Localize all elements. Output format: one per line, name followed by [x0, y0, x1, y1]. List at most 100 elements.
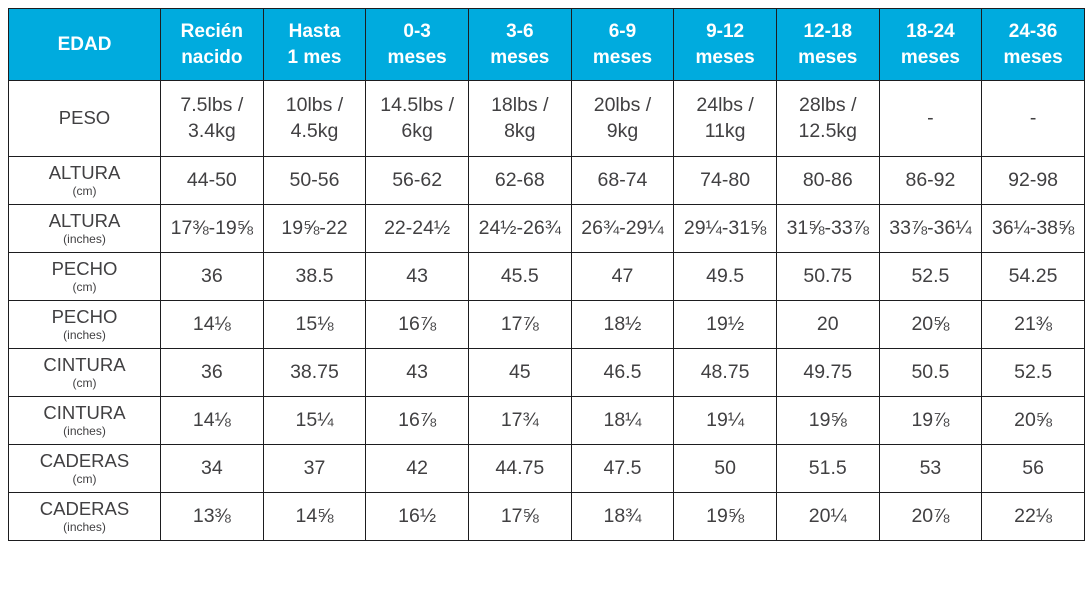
value-cell: 14⅝	[262, 492, 367, 541]
value-cell: 31⅝-33⅞	[775, 204, 880, 253]
header-cell-age: 12-18 meses	[775, 8, 880, 81]
value-cell: 21⅜	[981, 300, 1085, 349]
row-unit-label: (inches)	[63, 231, 106, 246]
header-cell-age: 9-12 meses	[673, 8, 777, 81]
header-cell-edad: EDAD	[8, 8, 161, 81]
header-row: EDAD Recién nacido Hasta 1 mes 0-3 meses 3-6…	[8, 8, 1085, 81]
value-cell: 48.75	[673, 348, 777, 397]
header-cell-age: 6-9 meses	[570, 8, 675, 81]
value-cell: 29¼-31⅝	[673, 204, 777, 253]
value-cell: 50	[673, 444, 777, 493]
value-cell: 18¾	[570, 492, 675, 541]
value-cell: 54.25	[981, 252, 1085, 301]
value-cell: 42	[365, 444, 469, 493]
value-cell: 10lbs / 4.5kg	[262, 80, 367, 157]
row-label-cell: CADERAS (inches)	[8, 492, 161, 541]
value-cell: 19¼	[673, 396, 777, 445]
header-cell-age: 3-6 meses	[467, 8, 572, 81]
value-cell: 22-24½	[365, 204, 469, 253]
row-label: ALTURA	[48, 210, 121, 232]
value-cell: 68-74	[570, 156, 675, 205]
table-row: CADERAS (cm) 34 37 42 44.75 47.5 50 51.5 53 56	[8, 444, 1085, 493]
value-cell: 16⅞	[365, 300, 469, 349]
value-cell: 17⅝	[467, 492, 572, 541]
row-label: CADERAS	[39, 450, 130, 472]
value-cell: 19⅞	[878, 396, 983, 445]
value-cell: 50.5	[878, 348, 983, 397]
value-cell: 49.75	[775, 348, 880, 397]
value-cell: 14⅛	[160, 396, 264, 445]
value-cell: 20¼	[775, 492, 880, 541]
value-cell: 49.5	[673, 252, 777, 301]
table-row: PECHO (inches) 14⅛ 15⅛ 16⅞ 17⅞ 18½ 19½ 20 20⅝ 21⅜	[8, 300, 1085, 349]
value-cell: 14.5lbs / 6kg	[365, 80, 469, 157]
table-row: ALTURA (inches) 17⅜-19⅝ 19⅝-22 22-24½ 24½-26¾…	[8, 204, 1085, 253]
value-cell: 20⅞	[878, 492, 983, 541]
row-unit-label: (inches)	[63, 519, 106, 534]
value-cell: 20⅝	[878, 300, 983, 349]
row-unit-label: (cm)	[72, 375, 97, 390]
table-row: CADERAS (inches) 13⅜ 14⅝ 16½ 17⅝ 18¾ 19⅝ 20¼ 20⅞ 2…	[8, 492, 1085, 541]
value-cell: 36	[160, 348, 264, 397]
value-cell: 92-98	[981, 156, 1085, 205]
value-cell: 19⅝	[673, 492, 777, 541]
value-cell: 34	[160, 444, 264, 493]
value-cell: 14⅛	[160, 300, 264, 349]
row-label-cell: CINTURA (cm)	[8, 348, 161, 397]
size-chart-body: PESO 7.5lbs / 3.4kg 10lbs / 4.5kg 14.5lbs /…	[8, 80, 1085, 541]
value-cell: 17¾	[467, 396, 572, 445]
value-cell: 22⅛	[981, 492, 1085, 541]
table-row: CINTURA (inches) 14⅛ 15¼ 16⅞ 17¾ 18¼ 19¼ 19⅝ 19⅞ 2…	[8, 396, 1085, 445]
value-cell: 36¼-38⅝	[981, 204, 1085, 253]
value-cell: 43	[365, 252, 469, 301]
header-cell-age: 24-36 meses	[981, 8, 1085, 81]
value-cell: 20lbs / 9kg	[570, 80, 675, 157]
row-label-cell: PESO	[8, 80, 161, 157]
value-cell: 47	[570, 252, 675, 301]
value-cell: 19⅝-22	[262, 204, 367, 253]
value-cell: 28lbs / 12.5kg	[775, 80, 880, 157]
value-cell: 37	[262, 444, 367, 493]
value-cell: 13⅜	[160, 492, 264, 541]
value-cell: 62-68	[467, 156, 572, 205]
value-cell: 19⅝	[775, 396, 880, 445]
value-cell: -	[878, 80, 983, 157]
value-cell: 33⅞-36¼	[878, 204, 983, 253]
row-label: PESO	[58, 107, 111, 129]
value-cell: 45	[467, 348, 572, 397]
value-cell: 20	[775, 300, 880, 349]
value-cell: 15⅛	[262, 300, 367, 349]
value-cell: 26¾-29¼	[570, 204, 675, 253]
row-label: PECHO	[51, 258, 118, 280]
value-cell: 45.5	[467, 252, 572, 301]
value-cell: 47.5	[570, 444, 675, 493]
value-cell: 44.75	[467, 444, 572, 493]
value-cell: 56	[981, 444, 1085, 493]
row-label: PECHO	[51, 306, 118, 328]
value-cell: 50-56	[262, 156, 367, 205]
row-label-cell: CADERAS (cm)	[8, 444, 161, 493]
value-cell: 18¼	[570, 396, 675, 445]
header-cell-age: 18-24 meses	[878, 8, 983, 81]
row-label: ALTURA	[48, 162, 121, 184]
size-chart-header: EDAD Recién nacido Hasta 1 mes 0-3 meses 3-6…	[8, 8, 1085, 81]
value-cell: 36	[160, 252, 264, 301]
header-cell-age: Hasta 1 mes	[262, 8, 367, 81]
table-row: PECHO (cm) 36 38.5 43 45.5 47 49.5 50.75 52.5 54.2…	[8, 252, 1085, 301]
value-cell: 24½-26¾	[467, 204, 572, 253]
header-cell-age: 0-3 meses	[365, 8, 469, 81]
value-cell: 17⅞	[467, 300, 572, 349]
value-cell: -	[981, 80, 1085, 157]
row-label-cell: ALTURA (inches)	[8, 204, 161, 253]
value-cell: 86-92	[878, 156, 983, 205]
value-cell: 38.5	[262, 252, 367, 301]
value-cell: 56-62	[365, 156, 469, 205]
value-cell: 46.5	[570, 348, 675, 397]
value-cell: 52.5	[878, 252, 983, 301]
size-chart-table: EDAD Recién nacido Hasta 1 mes 0-3 meses 3-6…	[8, 8, 1085, 541]
value-cell: 18lbs / 8kg	[467, 80, 572, 157]
row-unit-label: (cm)	[72, 471, 97, 486]
value-cell: 19½	[673, 300, 777, 349]
header-cell-age: Recién nacido	[160, 8, 264, 81]
row-label-cell: ALTURA (cm)	[8, 156, 161, 205]
